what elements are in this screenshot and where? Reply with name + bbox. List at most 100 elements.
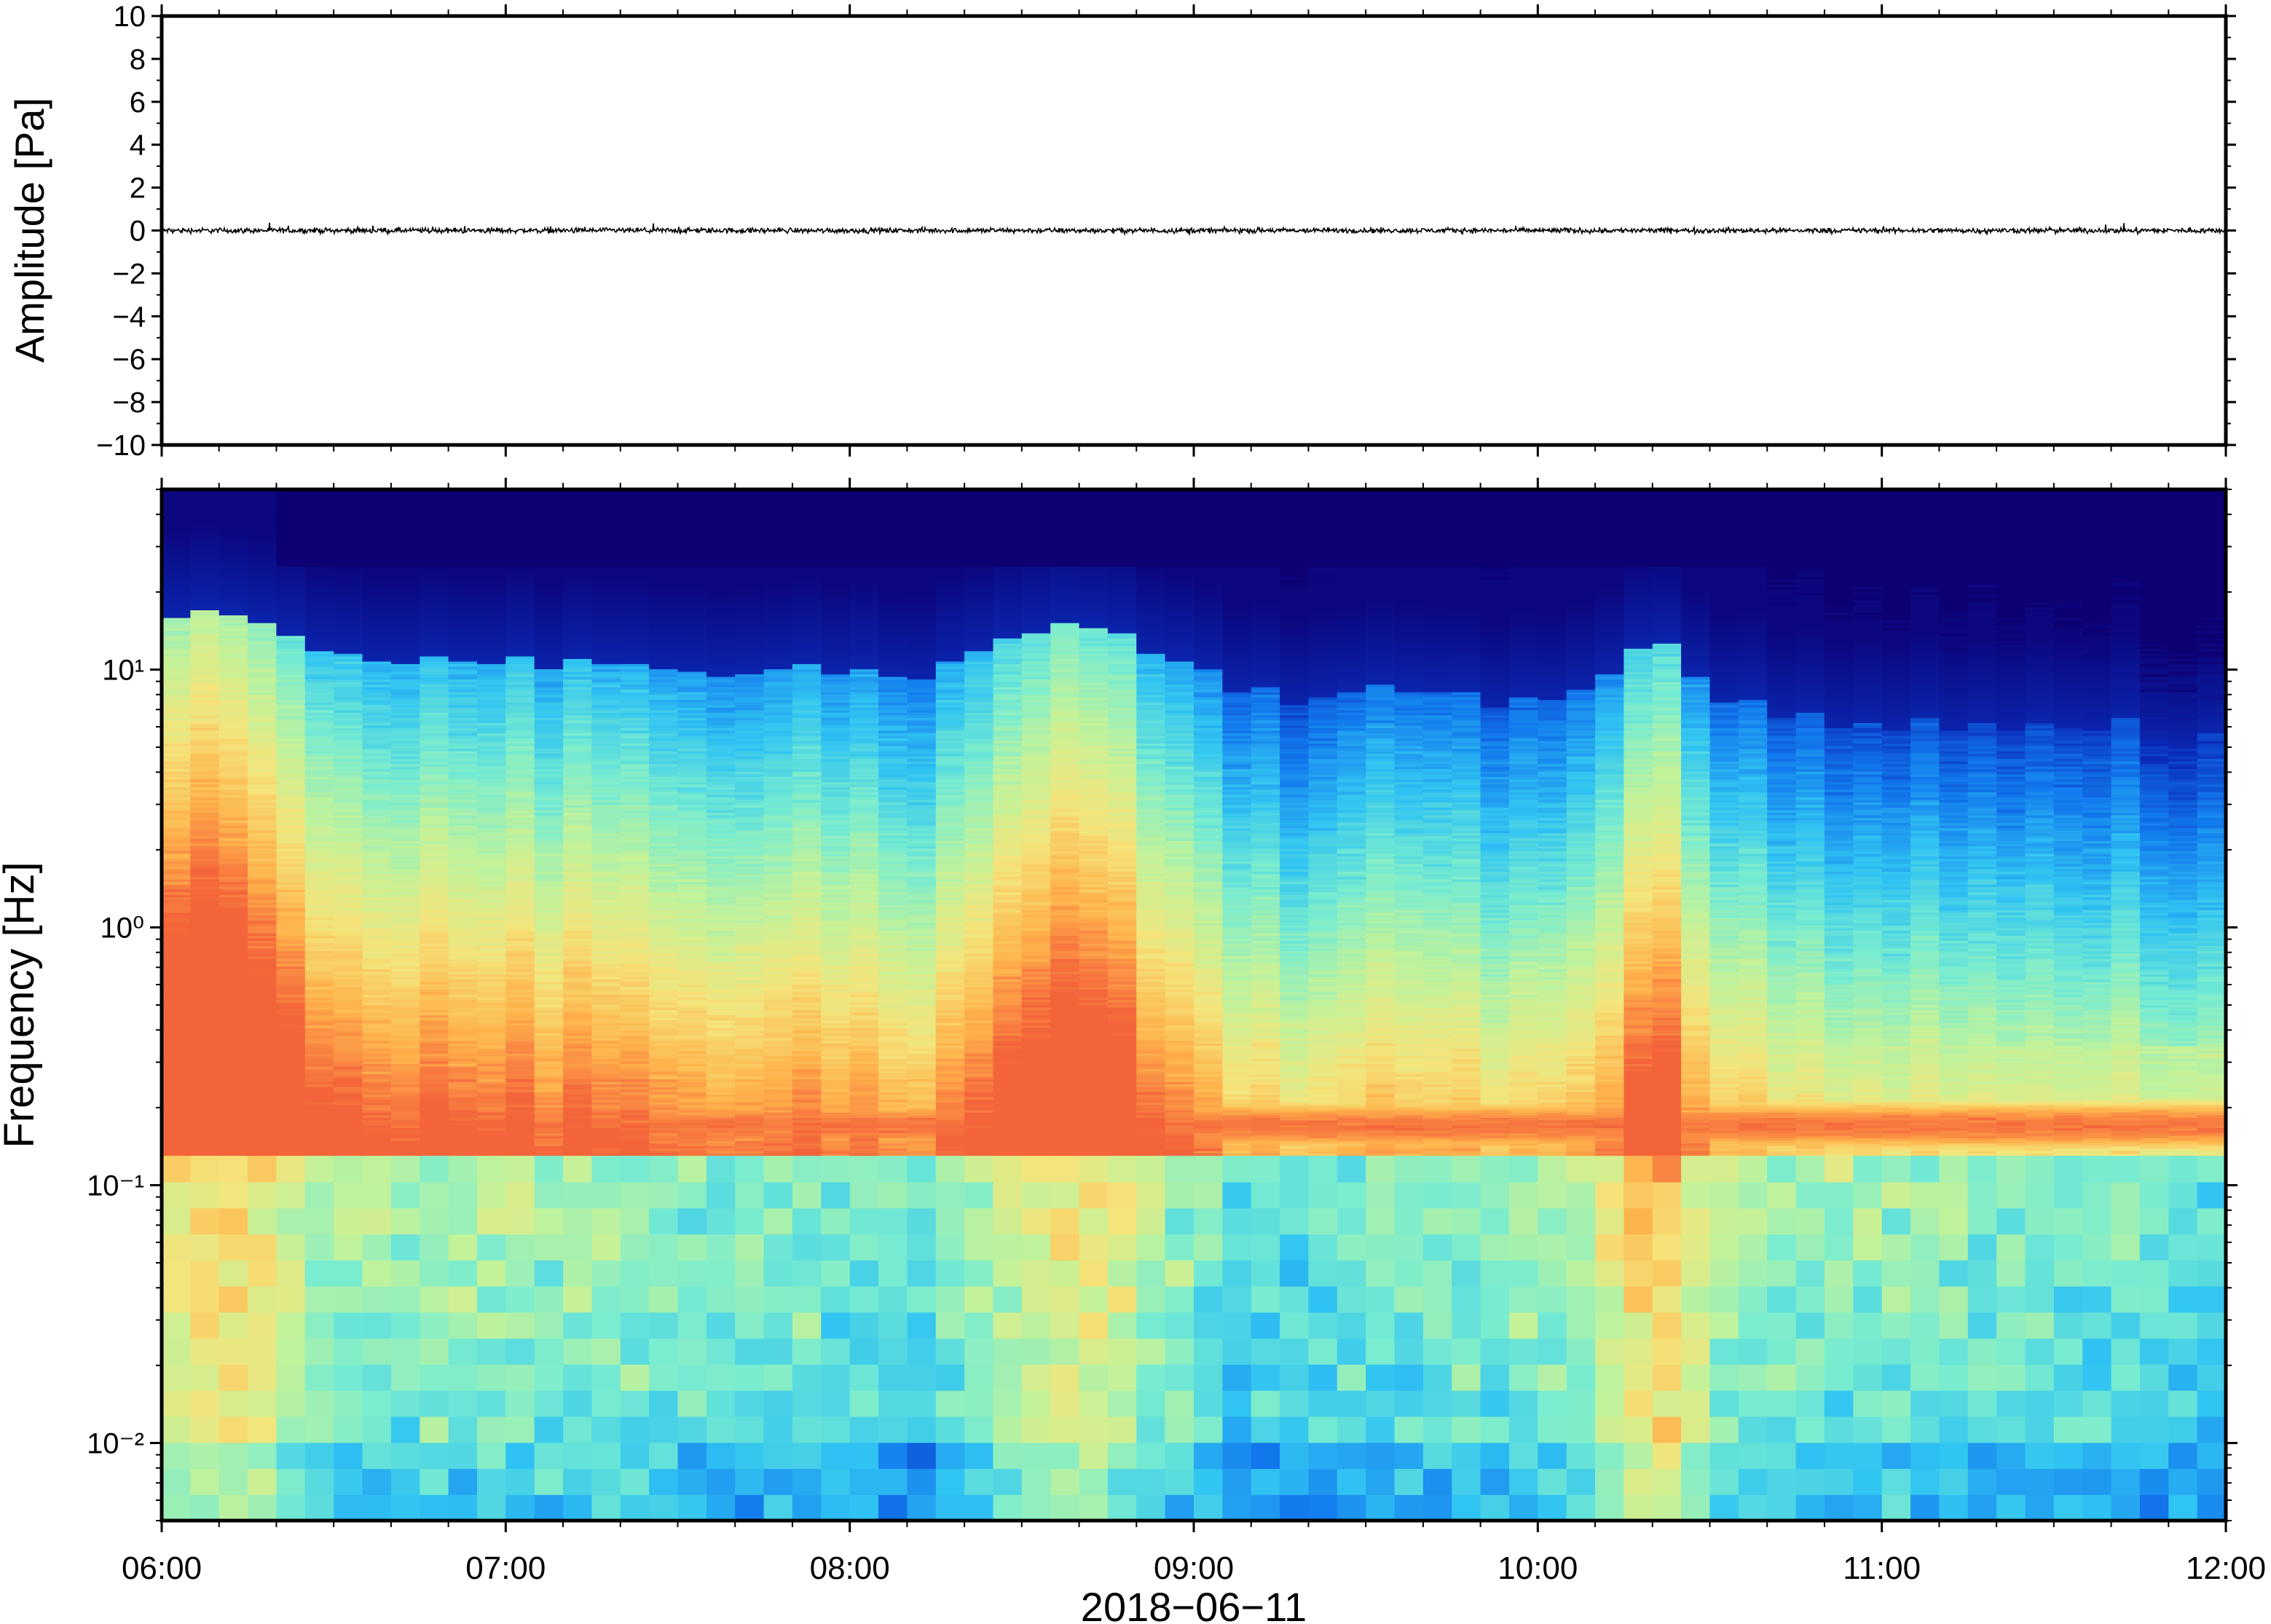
spec-cell bbox=[505, 1112, 535, 1116]
spec-cell bbox=[219, 881, 248, 885]
spec-cell bbox=[448, 1094, 478, 1097]
spec-cell bbox=[276, 773, 306, 777]
spec-cell bbox=[620, 633, 650, 636]
spec-cell bbox=[505, 574, 535, 578]
spec-cell bbox=[362, 958, 392, 962]
spec-cell bbox=[162, 1099, 192, 1103]
spec-cell bbox=[620, 1050, 650, 1054]
spec-cell bbox=[448, 1416, 478, 1443]
spec-cell bbox=[448, 1048, 478, 1052]
spec-cell bbox=[420, 525, 449, 529]
spec-cell bbox=[649, 830, 679, 834]
spec-cell bbox=[162, 1038, 192, 1041]
spec-cell bbox=[620, 971, 650, 974]
spec-cell bbox=[563, 689, 593, 693]
spec-cell bbox=[334, 840, 363, 844]
spec-cell bbox=[276, 1097, 306, 1100]
spec-cell bbox=[362, 753, 392, 757]
spec-cell bbox=[420, 1468, 449, 1495]
spec-cell bbox=[591, 1053, 621, 1057]
spec-cell bbox=[620, 1442, 650, 1470]
spec-cell bbox=[620, 1153, 650, 1156]
spec-cell bbox=[620, 604, 650, 608]
spec-cell bbox=[534, 543, 564, 546]
spec-cell bbox=[390, 758, 421, 762]
spec-cell bbox=[334, 1138, 363, 1141]
spec-cell bbox=[477, 607, 507, 610]
spec-cell bbox=[505, 714, 535, 718]
spec-cell bbox=[620, 1102, 650, 1105]
spec-cell bbox=[248, 1112, 278, 1116]
spec-cell bbox=[334, 912, 363, 915]
spec-cell bbox=[162, 853, 192, 856]
spec-cell bbox=[219, 502, 248, 505]
spec-cell bbox=[534, 971, 564, 974]
spec-cell bbox=[477, 907, 507, 910]
spec-cell bbox=[591, 1073, 621, 1077]
spec-cell bbox=[304, 999, 334, 1003]
spec-cell bbox=[620, 591, 650, 595]
spec-cell bbox=[534, 1012, 564, 1016]
spec-cell bbox=[276, 932, 306, 936]
spec-cell bbox=[420, 884, 449, 888]
spec-cell bbox=[448, 1097, 478, 1100]
spec-cell bbox=[420, 530, 449, 534]
spec-cell bbox=[334, 1442, 363, 1470]
spec-cell bbox=[304, 740, 334, 744]
spec-cell bbox=[505, 853, 535, 856]
spec-cell bbox=[276, 630, 306, 634]
spec-cell bbox=[190, 776, 220, 780]
spec-cell bbox=[448, 574, 478, 578]
spec-cell bbox=[448, 922, 478, 926]
spec-cell bbox=[390, 500, 421, 503]
spec-cell bbox=[620, 1058, 650, 1062]
spec-cell bbox=[362, 991, 392, 995]
spec-cell bbox=[304, 771, 334, 775]
spec-cell bbox=[304, 787, 334, 790]
spec-cell bbox=[505, 845, 535, 849]
spec-cell bbox=[448, 797, 478, 800]
spec-cell bbox=[390, 610, 421, 613]
spec-cell bbox=[390, 615, 421, 618]
spec-cell bbox=[276, 1114, 306, 1118]
spec-cell bbox=[505, 704, 535, 708]
spec-cell bbox=[219, 812, 248, 816]
spec-cell bbox=[591, 556, 621, 559]
spec-cell bbox=[162, 566, 192, 569]
spec-cell bbox=[620, 648, 650, 652]
spec-cell bbox=[505, 825, 535, 829]
spec-cell bbox=[563, 958, 593, 962]
spec-cell bbox=[563, 1030, 593, 1033]
spec-cell bbox=[248, 515, 278, 519]
spec-cell bbox=[505, 884, 535, 888]
spec-cell bbox=[649, 1017, 679, 1021]
spec-cell bbox=[448, 991, 478, 995]
spec-cell bbox=[505, 505, 535, 508]
spec-cell bbox=[390, 950, 421, 954]
spec-cell bbox=[649, 902, 679, 905]
spec-cell bbox=[505, 858, 535, 862]
spec-cell bbox=[563, 1127, 593, 1131]
spec-cell bbox=[362, 879, 392, 883]
spec-cell bbox=[448, 645, 478, 649]
spec-cell bbox=[390, 1071, 421, 1075]
spec-cell bbox=[190, 1151, 220, 1154]
spec-cell bbox=[534, 910, 564, 913]
spec-cell bbox=[190, 697, 220, 701]
spec-cell bbox=[477, 1143, 507, 1146]
spec-cell bbox=[162, 879, 192, 883]
spec-cell bbox=[448, 663, 478, 667]
spec-cell bbox=[162, 1060, 192, 1064]
spec-cell bbox=[534, 1060, 564, 1064]
spec-cell bbox=[362, 917, 392, 921]
spec-cell bbox=[448, 840, 478, 844]
spec-cell bbox=[534, 1338, 564, 1365]
spec-cell bbox=[420, 1151, 449, 1154]
spec-cell bbox=[362, 1035, 392, 1038]
spec-cell bbox=[219, 586, 248, 590]
spec-cell bbox=[563, 753, 593, 757]
spec-cell bbox=[534, 625, 564, 628]
spec-cell bbox=[304, 1055, 334, 1059]
spec-cell bbox=[477, 1058, 507, 1062]
spec-cell bbox=[505, 802, 535, 805]
